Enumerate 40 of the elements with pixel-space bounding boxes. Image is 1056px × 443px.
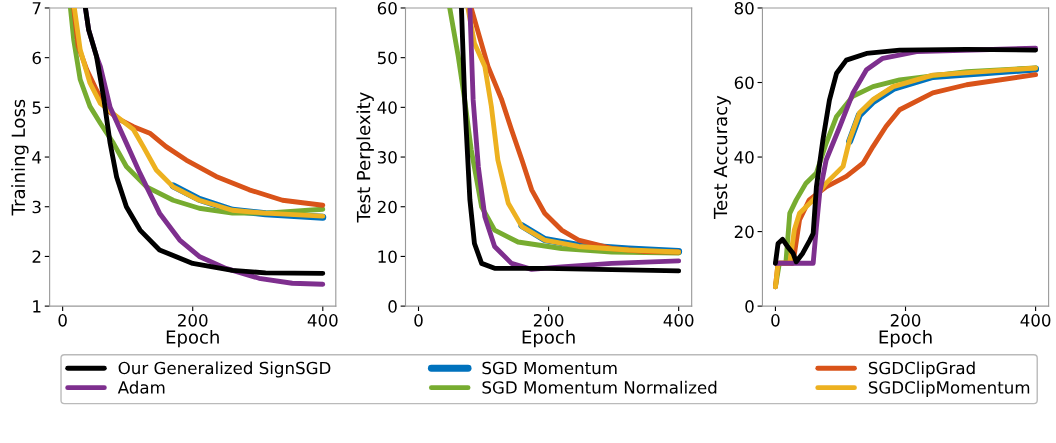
y-tick-label: 0 xyxy=(745,300,754,313)
y-tick-label: 0 xyxy=(388,300,397,313)
y-axis-title: Test Perplexity xyxy=(356,92,374,223)
legend-label: SGD Momentum xyxy=(482,361,617,375)
y-tick-label: 10 xyxy=(378,250,397,263)
x-tick-label: 200 xyxy=(890,314,921,327)
x-tick-label: 0 xyxy=(58,314,67,327)
x-axis-title: Epoch xyxy=(166,329,219,348)
legend-label: SGDClipMomentum xyxy=(868,380,1030,397)
legend-label: SGD Momentum Normalized xyxy=(482,380,717,394)
legend-label: SGDClipGrad xyxy=(868,361,975,378)
x-axis-title: Epoch xyxy=(879,329,932,348)
y-tick-label: 60 xyxy=(734,76,754,90)
y-tick-label: 40 xyxy=(377,101,397,114)
x-tick-label: 200 xyxy=(178,314,208,327)
y-tick-label: 50 xyxy=(377,51,397,65)
x-tick-label: 400 xyxy=(1020,314,1051,327)
y-tick-label: 20 xyxy=(734,225,754,239)
y-tick-label: 1 xyxy=(33,300,41,313)
y-axis-title: Training Loss xyxy=(11,99,29,216)
y-tick-label: 7 xyxy=(32,2,41,15)
x-tick-label: 400 xyxy=(307,314,338,327)
y-tick-label: 2 xyxy=(32,250,41,263)
y-tick-label: 20 xyxy=(377,200,397,214)
y-tick-label: 30 xyxy=(377,151,397,164)
x-tick-label: 400 xyxy=(663,314,694,327)
y-axis-title: Test Accuracy xyxy=(713,95,731,219)
y-tick-label: 80 xyxy=(734,1,754,15)
x-tick-label: 0 xyxy=(414,314,423,327)
y-tick-label: 6 xyxy=(32,51,41,65)
y-tick-label: 5 xyxy=(32,101,41,114)
y-tick-label: 40 xyxy=(734,151,754,164)
legend-label: Our Generalized SignSGD xyxy=(118,361,331,378)
x-axis-title: Epoch xyxy=(522,329,575,348)
x-tick-label: 0 xyxy=(771,314,780,327)
y-tick-label: 4 xyxy=(32,151,42,164)
y-tick-label: 60 xyxy=(377,1,397,15)
x-tick-label: 200 xyxy=(533,314,564,327)
y-tick-label: 3 xyxy=(32,200,41,214)
legend-label: Adam xyxy=(117,380,165,394)
